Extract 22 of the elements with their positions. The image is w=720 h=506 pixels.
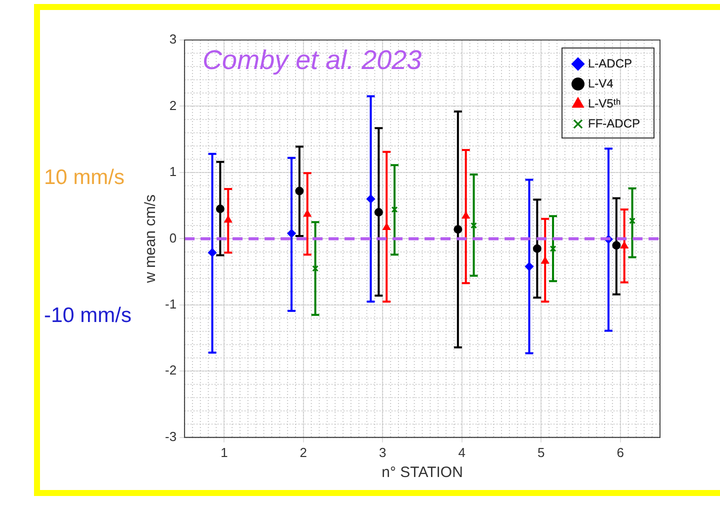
- x-tick-label: 2: [300, 444, 308, 460]
- x-tick-label: 6: [616, 444, 624, 460]
- x-axis-title: n° STATION: [382, 464, 463, 482]
- y-tick-label: -2: [164, 362, 177, 378]
- legend-label: FF-ADCP: [588, 116, 640, 130]
- text: 10 mm/s: [44, 166, 125, 189]
- legend-label: L-ADCP: [588, 56, 632, 70]
- y-tick-label: -3: [164, 428, 177, 444]
- y-tick-label: 0: [169, 230, 177, 246]
- y-axis-title: w mean cm/s: [142, 194, 160, 284]
- legend-label: L-V4: [588, 76, 614, 90]
- y-tick-label: 2: [169, 98, 177, 113]
- x-tick-label: 1: [220, 444, 228, 460]
- y-tick-label: 3: [169, 32, 177, 47]
- x-tick-label: 4: [458, 444, 466, 460]
- annotation: Comby et al. 2023: [202, 45, 422, 76]
- y-tick-label: 1: [169, 164, 177, 180]
- legend-label: L-V5ᵗʰ: [588, 96, 621, 110]
- y-tick-label: -1: [164, 296, 177, 312]
- text: -10 mm/s: [44, 304, 132, 327]
- x-tick-label: 5: [538, 444, 545, 460]
- x-tick-label: 3: [379, 444, 386, 460]
